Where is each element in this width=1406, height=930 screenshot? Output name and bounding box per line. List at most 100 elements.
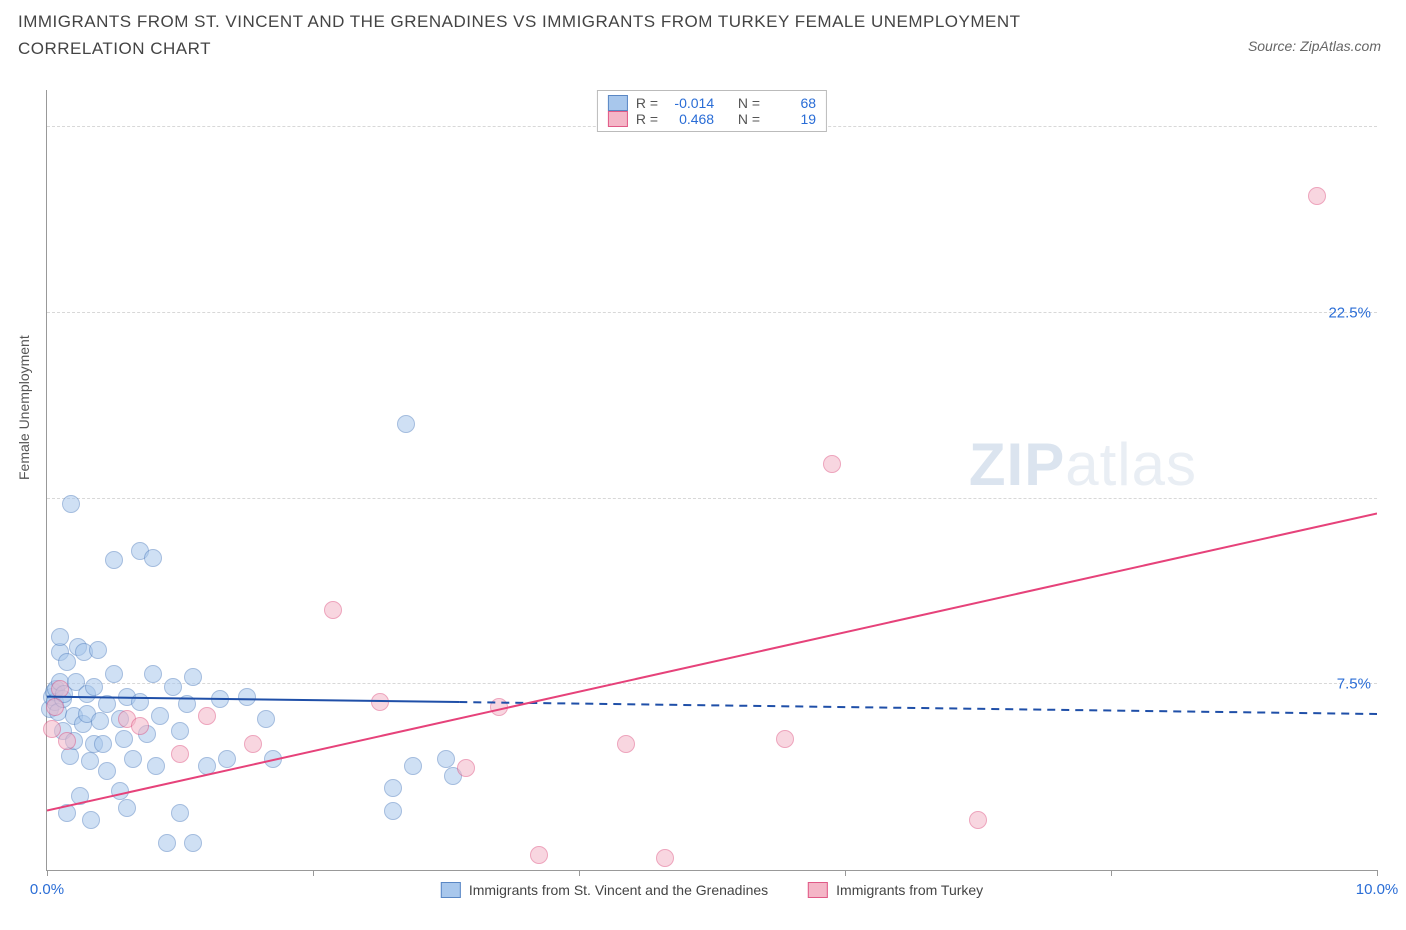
data-point [91,712,109,730]
regression-lines [47,90,1377,870]
data-point [218,750,236,768]
gridline-h [47,498,1377,499]
legend-swatch [608,95,628,111]
n-value: 68 [768,95,816,111]
data-point [71,787,89,805]
data-point [656,849,674,867]
data-point [131,693,149,711]
data-point [46,698,64,716]
gridline-h [47,683,1377,684]
data-point [457,759,475,777]
data-point [51,680,69,698]
data-point [490,698,508,716]
y-tick-label: 7.5% [1337,676,1371,693]
data-point [617,735,635,753]
data-point [244,735,262,753]
data-point [238,688,256,706]
x-tick [313,870,314,876]
legend-stat-row: R = 0.468 N = 19 [608,111,816,127]
data-point [211,690,229,708]
data-point [118,799,136,817]
r-value: 0.468 [666,111,714,127]
data-point [384,779,402,797]
data-point [62,495,80,513]
data-point [58,732,76,750]
x-tick [1111,870,1112,876]
data-point [82,811,100,829]
data-point [171,745,189,763]
data-point [58,804,76,822]
legend-swatch [441,882,461,898]
data-point [1308,187,1326,205]
gridline-h [47,312,1377,313]
r-label: R = [636,111,658,127]
data-point [371,693,389,711]
data-point [58,653,76,671]
data-point [111,782,129,800]
data-point [124,750,142,768]
data-point [184,834,202,852]
data-point [131,717,149,735]
data-point [969,811,987,829]
legend-stats: R = -0.014 N = 68 R = 0.468 N = 19 [597,90,827,132]
data-point [105,551,123,569]
data-point [144,665,162,683]
scatter-plot: ZIPatlas R =-0.014 N =68R =0.468 N =19 I… [46,90,1377,871]
data-point [98,695,116,713]
r-label: R = [636,95,658,111]
legend-series: Immigrants from St. Vincent and the Gren… [441,882,983,898]
x-tick-label: 0.0% [30,881,64,898]
data-point [151,707,169,725]
legend-series-item: Immigrants from St. Vincent and the Gren… [441,882,768,898]
data-point [198,757,216,775]
data-point [89,641,107,659]
data-point [257,710,275,728]
watermark-zip: ZIP [969,431,1065,498]
x-tick [579,870,580,876]
y-tick-label: 22.5% [1328,304,1371,321]
data-point [171,804,189,822]
x-tick [845,870,846,876]
x-tick [1377,870,1378,876]
data-point [115,730,133,748]
data-point [94,735,112,753]
chart-title: IMMIGRANTS FROM ST. VINCENT AND THE GREN… [18,8,1138,62]
x-tick [47,870,48,876]
data-point [51,628,69,646]
data-point [384,802,402,820]
data-point [171,722,189,740]
data-point [324,601,342,619]
data-point [198,707,216,725]
y-axis-label: Female Unemployment [16,335,32,480]
legend-series-label: Immigrants from Turkey [836,882,983,898]
r-value: -0.014 [666,95,714,111]
data-point [81,752,99,770]
data-point [164,678,182,696]
legend-swatch [808,882,828,898]
source-label: Source: ZipAtlas.com [1248,38,1381,54]
data-point [823,455,841,473]
n-value: 19 [768,111,816,127]
data-point [85,678,103,696]
data-point [437,750,455,768]
data-point [105,665,123,683]
data-point [397,415,415,433]
data-point [158,834,176,852]
data-point [178,695,196,713]
data-point [98,762,116,780]
n-label: N = [738,111,760,127]
data-point [776,730,794,748]
data-point [530,846,548,864]
legend-series-item: Immigrants from Turkey [808,882,983,898]
watermark-atlas: atlas [1065,431,1197,498]
data-point [264,750,282,768]
legend-series-label: Immigrants from St. Vincent and the Gren… [469,882,768,898]
data-point [144,549,162,567]
data-point [184,668,202,686]
legend-stat-row: R = -0.014 N = 68 [608,95,816,111]
x-tick-label: 10.0% [1356,881,1399,898]
n-label: N = [738,95,760,111]
legend-swatch [608,111,628,127]
data-point [404,757,422,775]
watermark: ZIPatlas [969,430,1197,499]
